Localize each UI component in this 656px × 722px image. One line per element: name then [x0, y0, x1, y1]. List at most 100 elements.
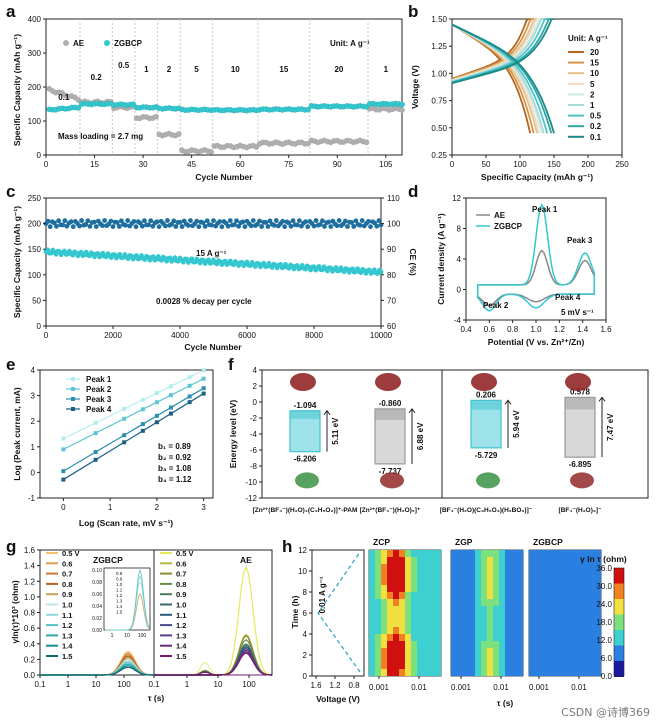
heatmap-cell — [435, 599, 441, 606]
heatmap-cell — [493, 655, 499, 662]
heatmap-cell — [589, 662, 595, 669]
ce-point — [236, 223, 242, 229]
heatmap-cell — [475, 662, 481, 669]
heatmap-cell — [463, 606, 469, 613]
heatmap-cell — [541, 648, 547, 655]
x-tick-label-g: 0.1 — [148, 680, 160, 689]
heatmap-cell — [547, 585, 553, 592]
legend-label-ae-g: 0.6 — [176, 559, 186, 568]
heatmap-cell — [393, 599, 399, 606]
tau-tick-label: 0.001 — [529, 683, 550, 692]
heatmap-cell — [517, 620, 523, 627]
heatmap-cell — [487, 655, 493, 662]
heatmap-cell — [577, 578, 583, 585]
chart-f: -12 -10 -8 -6 -4 -2 0 2 4 -1.094 -6.206 5.11 eV [Zn… — [228, 366, 649, 514]
heatmap-cell — [405, 655, 411, 662]
data-point-peak-1 — [61, 436, 66, 441]
legend-label-zgbcp-a: ZGBCP — [114, 39, 143, 48]
heatmap-cell — [423, 648, 429, 655]
time-tick-label: 2 — [303, 651, 308, 660]
heatmap-cell — [553, 613, 559, 620]
heatmap-cell — [529, 641, 535, 648]
heatmap-cell — [381, 571, 387, 578]
rate-label-a: 0.1 — [58, 93, 70, 102]
ce-point — [142, 218, 147, 224]
heatmap-cell — [399, 620, 405, 627]
heatmap-cell — [535, 627, 541, 634]
data-point-peak-1 — [168, 384, 173, 389]
fit-line-peak-3 — [63, 387, 204, 472]
heatmap-cell — [387, 620, 393, 627]
ce-point — [227, 218, 233, 224]
heatmap-cell — [375, 564, 381, 571]
heatmap-cell — [589, 550, 595, 557]
y-tick-label-g: 0.2 — [24, 655, 36, 664]
x-tick-label-a: 45 — [187, 160, 196, 169]
ce-point — [248, 223, 254, 229]
heatmap-cell — [571, 578, 577, 585]
drt-minor-curve-ae — [154, 671, 272, 676]
heatmap-cell — [559, 606, 565, 613]
heatmap-cell — [457, 627, 463, 634]
heatmap-cell — [505, 662, 511, 669]
heatmap-cell — [571, 606, 577, 613]
heatmap-cell — [499, 669, 505, 676]
legend-label-zgbcp-g: 1.1 — [62, 611, 72, 620]
heatmap-cell — [399, 585, 405, 592]
x-tick-label-b: 0 — [450, 160, 455, 169]
subtitle-ae-g: AE — [240, 555, 252, 565]
ce-point — [62, 218, 68, 224]
complex-label: [BF₄⁻(H₂O)(C₃H₅O₃)(H₂BO₃)]⁻ — [440, 507, 533, 514]
heatmap-cell — [375, 627, 381, 634]
chart-d: 0.4 0.6 0.8 1.0 1.2 1.4 1.6 -4 0 4 8 12 AE ZGBCP P… — [436, 194, 612, 347]
heatmap-cell — [463, 627, 469, 634]
inset-y-tick-label: 0.10 — [92, 568, 102, 574]
heatmap-cell — [451, 620, 457, 627]
ce-point — [265, 224, 271, 229]
heatmap-cell — [429, 613, 435, 620]
x-tick-label-d: 1.2 — [554, 325, 566, 334]
lumo-value: -0.860 — [379, 399, 402, 408]
time-tick-label: 0 — [303, 672, 308, 681]
legend-label-zgbcp-g: 1.5 — [62, 652, 72, 661]
heatmap-cell — [541, 599, 547, 606]
heatmap-cell — [529, 578, 535, 585]
b-value-label: b₃ = 1.08 — [158, 464, 192, 473]
heatmap-cell — [457, 620, 463, 627]
heatmap-cell — [381, 592, 387, 599]
heatmap-cell — [381, 669, 387, 676]
heatmap-cell — [511, 606, 517, 613]
x-tick-label-d: 0.6 — [484, 325, 496, 334]
heatmap-cell — [451, 585, 457, 592]
heatmap-cell — [393, 641, 399, 648]
peak-1-label: Peak 1 — [532, 205, 558, 214]
y-tick-label-g: 1.0 — [24, 593, 36, 602]
heatmap-cell — [405, 641, 411, 648]
orbital-lobe-lumo — [565, 373, 591, 391]
heatmap-cell — [435, 578, 441, 585]
gap-arrowhead — [598, 396, 606, 402]
heatmap-cell — [393, 564, 399, 571]
heatmap-cell — [423, 564, 429, 571]
heatmap-cell — [469, 606, 475, 613]
heatmap-cell — [529, 557, 535, 564]
data-point-peak-2 — [61, 447, 66, 452]
ce-point — [280, 218, 285, 224]
heatmap-cell — [505, 564, 511, 571]
ce-point — [353, 218, 359, 224]
heatmap-cell — [399, 571, 405, 578]
y-tick-label-g: 1.6 — [24, 546, 36, 555]
ce-point — [110, 224, 116, 229]
ce-point — [68, 219, 74, 225]
heatmap-cell — [547, 599, 553, 606]
x-tick-label-e: 3 — [201, 503, 206, 512]
heatmap-cell — [499, 634, 505, 641]
legend-label-b: 10 — [590, 69, 599, 78]
heatmap-cell — [487, 592, 493, 599]
heatmap-cell — [469, 557, 475, 564]
heatmap-cell — [469, 627, 475, 634]
heatmap-cell — [429, 557, 435, 564]
heatmap-cell — [559, 585, 565, 592]
heatmap-cell — [577, 634, 583, 641]
y-tick-label-f: -8 — [250, 462, 258, 471]
